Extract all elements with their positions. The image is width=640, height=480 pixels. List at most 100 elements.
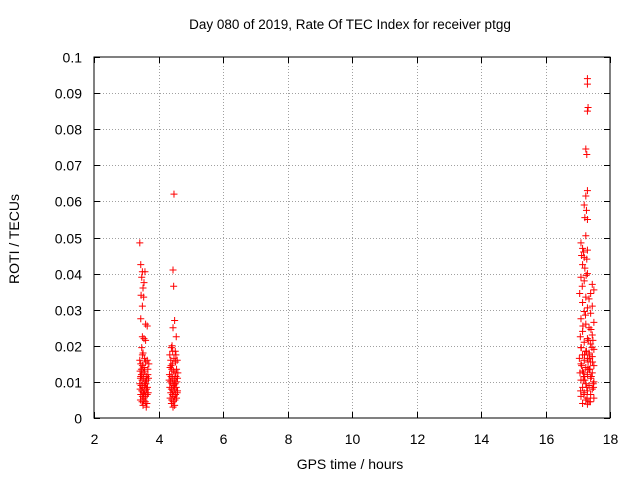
data-point [139, 284, 147, 292]
data-point [137, 360, 145, 368]
data-point [588, 369, 596, 377]
data-point [166, 394, 174, 402]
data-point [145, 360, 153, 368]
data-point [136, 239, 144, 247]
data-point [137, 315, 145, 323]
data-point [579, 322, 587, 330]
data-point [580, 372, 588, 380]
data-point [145, 374, 153, 382]
data-point [140, 382, 148, 390]
data-point [588, 344, 596, 352]
data-points [136, 75, 598, 411]
data-point [136, 385, 144, 393]
data-point [169, 347, 177, 355]
data-point [138, 344, 146, 352]
data-point [172, 383, 180, 391]
y-tick-label: 0.01 [55, 375, 82, 391]
data-point [172, 372, 180, 380]
data-point [590, 345, 598, 353]
data-point [577, 273, 585, 281]
x-tick-label: 8 [285, 431, 293, 447]
data-point [586, 354, 594, 362]
data-point [141, 268, 149, 276]
data-point [580, 277, 588, 285]
data-point [587, 289, 595, 297]
y-tick-label: 0.06 [55, 194, 82, 210]
data-point [170, 380, 178, 388]
data-point [143, 400, 151, 408]
data-point [590, 286, 598, 294]
data-point [138, 302, 146, 310]
data-point [583, 107, 591, 115]
x-tick-label: 12 [410, 431, 426, 447]
data-point [576, 289, 584, 297]
data-point [140, 279, 148, 287]
axis-ticks [94, 57, 611, 419]
data-point [167, 344, 175, 352]
data-point [144, 389, 152, 397]
data-point [577, 387, 585, 395]
data-point [139, 369, 147, 377]
data-point [587, 340, 595, 348]
x-tick-label: 16 [539, 431, 555, 447]
data-point [170, 282, 178, 290]
data-point [585, 324, 593, 332]
data-point [166, 378, 174, 386]
data-point [170, 190, 178, 198]
data-point [587, 372, 595, 380]
data-point [576, 369, 584, 377]
data-point [579, 400, 587, 408]
data-point [586, 398, 594, 406]
data-point [588, 302, 596, 310]
data-point [137, 261, 145, 269]
data-point [171, 317, 179, 325]
data-point [173, 394, 181, 402]
data-point [173, 365, 181, 373]
data-point [577, 344, 585, 352]
y-tick-label: 0 [74, 411, 82, 427]
y-tick-label: 0.03 [55, 303, 82, 319]
data-point [136, 356, 144, 364]
data-point [590, 383, 598, 391]
data-point [141, 398, 149, 406]
data-point [138, 351, 146, 359]
data-point [584, 365, 592, 373]
y-tick-label: 0.07 [55, 158, 82, 174]
data-point [583, 246, 591, 254]
x-tick-label: 6 [220, 431, 228, 447]
data-point [582, 347, 590, 355]
data-point [137, 365, 145, 373]
y-tick-label: 0.04 [55, 267, 82, 283]
data-point [580, 338, 588, 346]
data-point [168, 360, 176, 368]
data-point [582, 271, 590, 279]
data-point [590, 318, 598, 326]
data-point [580, 201, 588, 209]
data-point [169, 367, 177, 375]
data-point [168, 342, 176, 350]
tick-labels: 2 4 6 8 10 12 14 16 18 0 0.01 0.02 0.03 0.04 0.05 0.06 0… [55, 50, 619, 448]
data-point [144, 365, 152, 373]
data-point [590, 394, 598, 402]
data-point [578, 362, 586, 370]
y-tick-label: 0.02 [55, 339, 82, 355]
data-point [583, 383, 591, 391]
data-point [577, 315, 585, 323]
data-point [583, 215, 591, 223]
x-tick-label: 2 [91, 431, 99, 447]
data-point [583, 255, 591, 263]
data-point [143, 322, 151, 330]
data-point [142, 320, 150, 328]
data-point [579, 298, 587, 306]
y-axis-label: ROTI / TECUs [6, 194, 22, 284]
data-point [137, 372, 145, 380]
data-point [169, 324, 177, 332]
data-point [166, 351, 174, 359]
data-point [588, 280, 596, 288]
y-tick-label: 0.05 [55, 231, 82, 247]
data-point [583, 335, 591, 343]
data-point [583, 187, 591, 195]
data-point [174, 387, 182, 395]
data-point [138, 333, 146, 341]
data-point [580, 248, 588, 256]
